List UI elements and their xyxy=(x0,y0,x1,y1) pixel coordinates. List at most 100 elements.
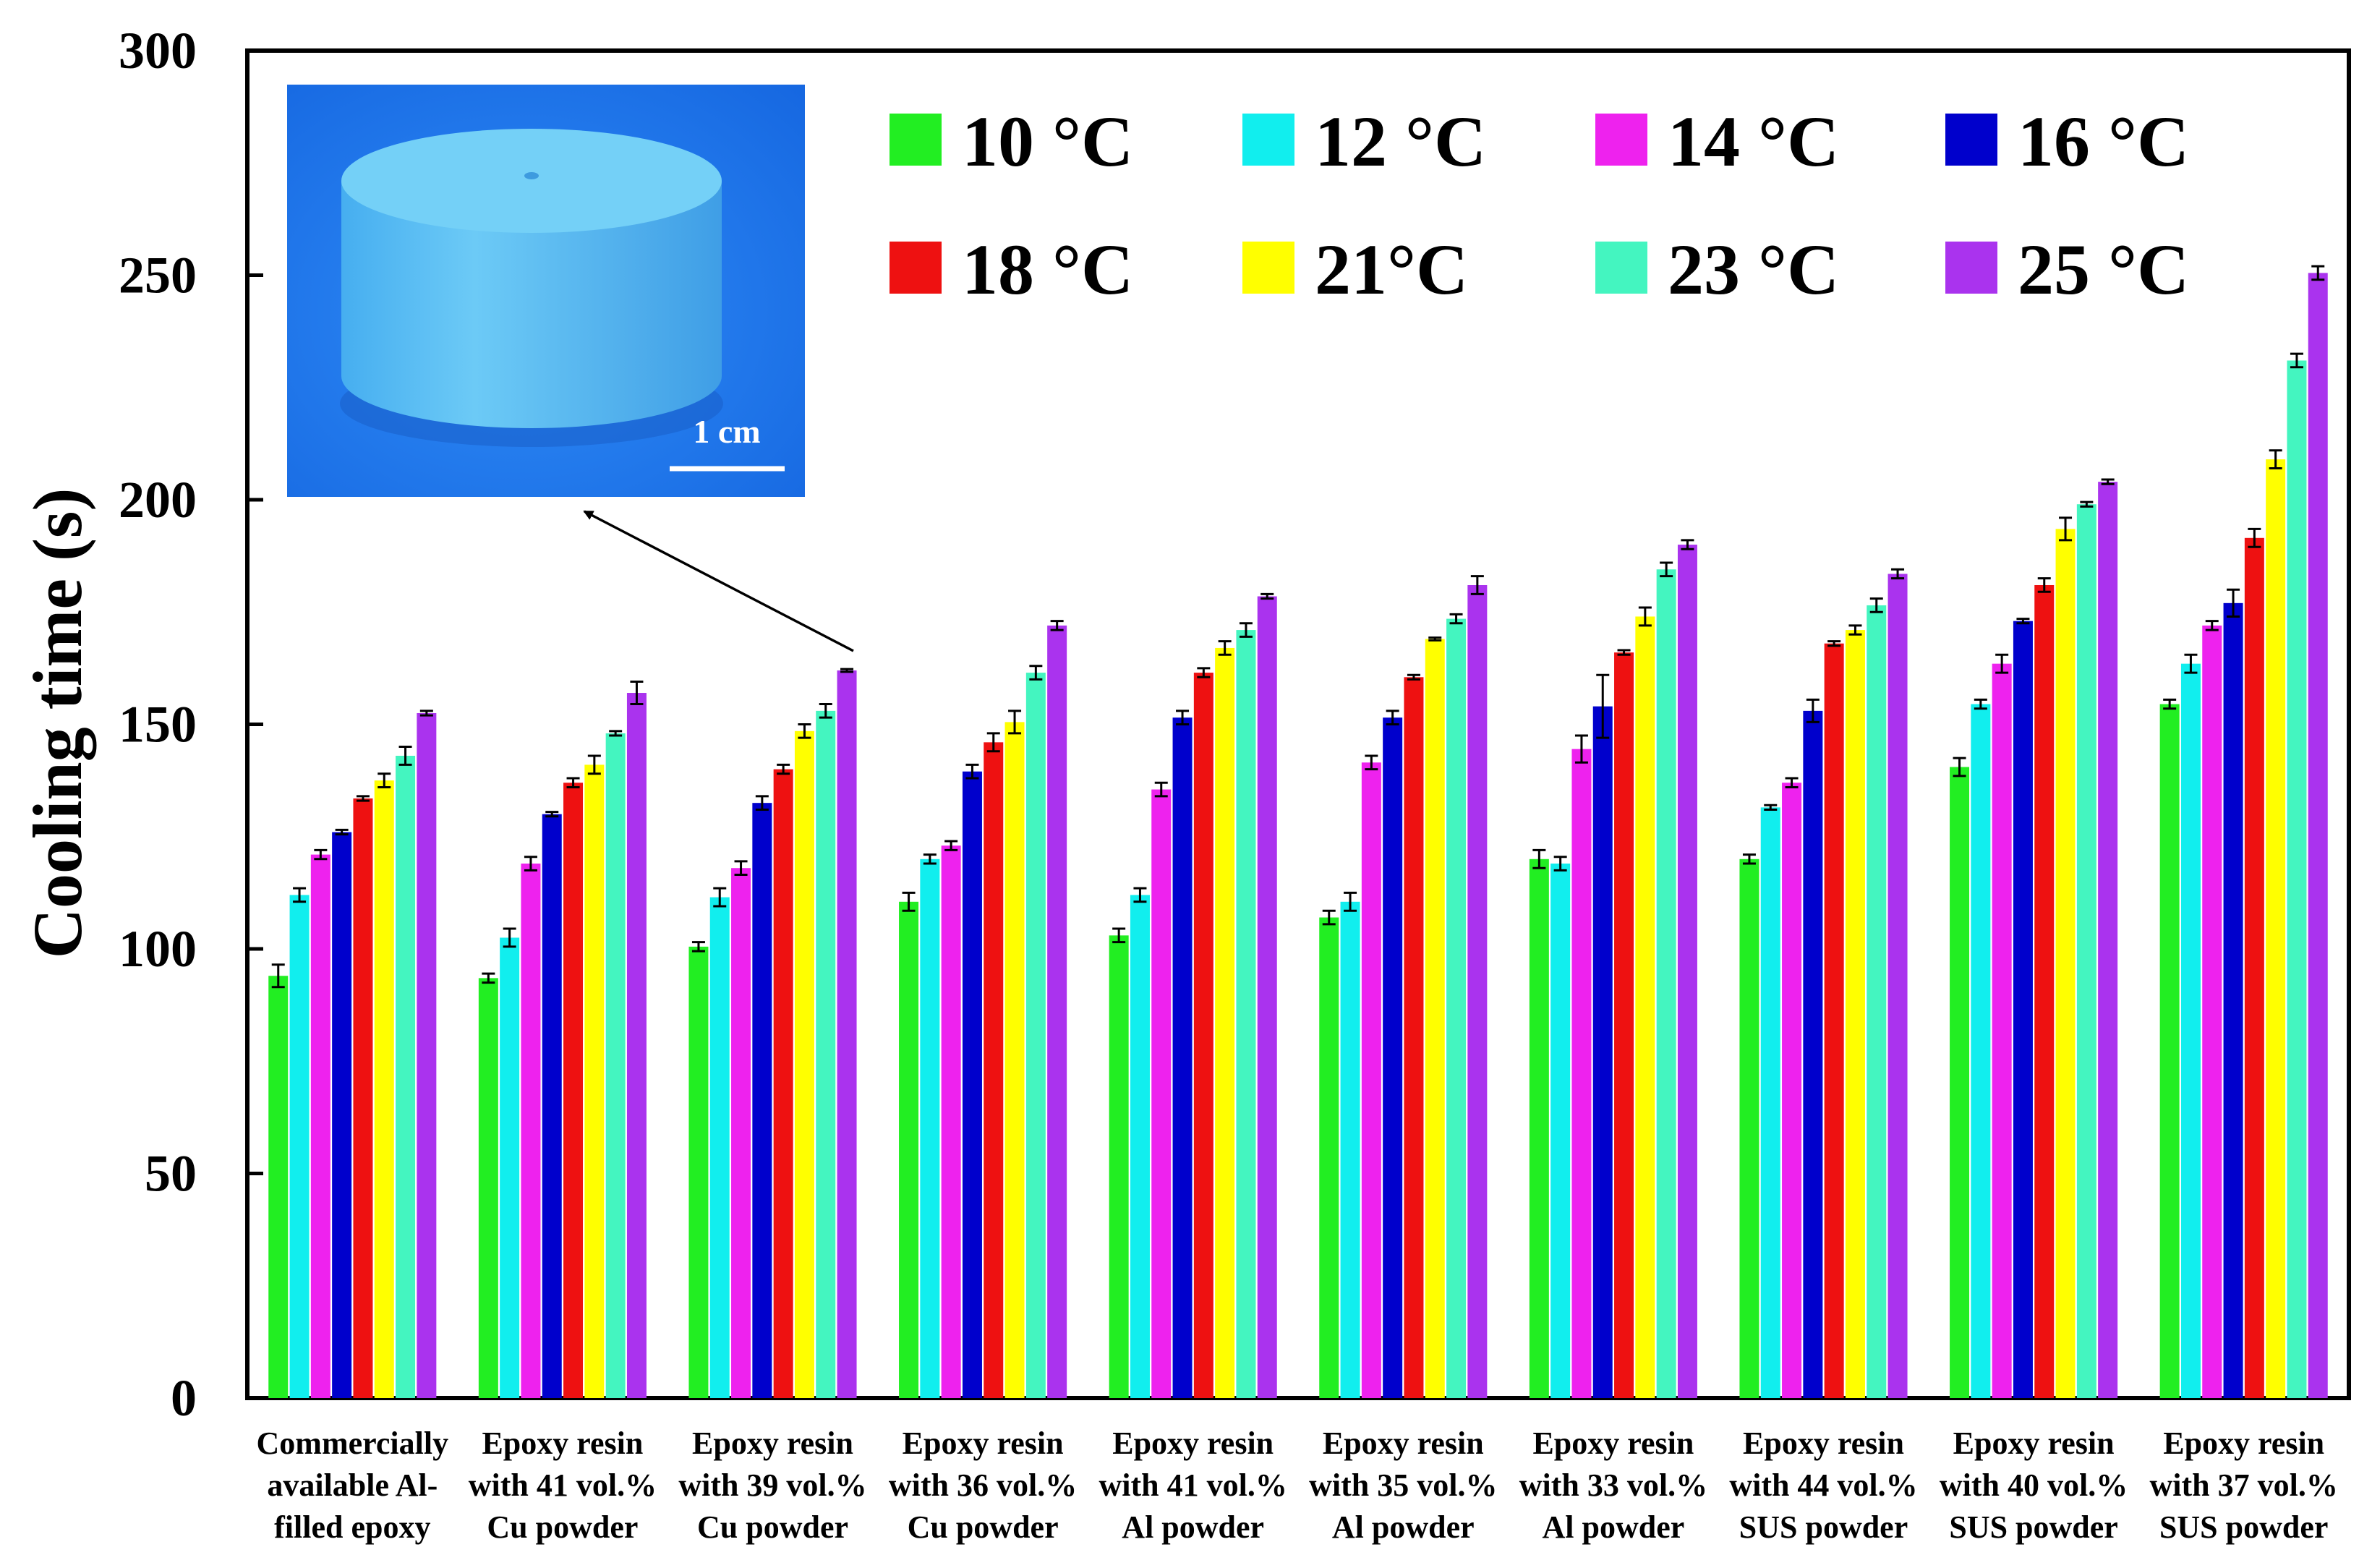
bar xyxy=(2244,537,2264,1399)
y-tick-label: 200 xyxy=(119,471,197,529)
legend-swatch xyxy=(1945,242,1997,294)
y-tick-label: 50 xyxy=(145,1145,197,1203)
bar xyxy=(1950,767,1970,1398)
bar xyxy=(1425,639,1445,1398)
bar xyxy=(1130,895,1150,1398)
bar xyxy=(731,868,751,1398)
bar xyxy=(1025,673,1046,1398)
bar xyxy=(1236,630,1256,1398)
x-category-label: Epoxy resin with 36 vol.% Cu powder xyxy=(889,1426,1077,1545)
bar xyxy=(2098,482,2118,1399)
legend-label: 16 °C xyxy=(2018,101,2189,182)
y-tick-label: 150 xyxy=(119,696,197,754)
x-category-label: Epoxy resin with 39 vol.% Cu powder xyxy=(678,1426,866,1545)
bar xyxy=(1992,663,2012,1398)
y-axis-label: Cooling time (s) xyxy=(19,488,96,959)
bar xyxy=(837,670,857,1398)
bar xyxy=(478,978,498,1398)
legend-label: 25 °C xyxy=(2018,229,2189,310)
bar xyxy=(1047,625,1067,1398)
x-category-label: Commercially available Al-filled epoxy xyxy=(257,1426,449,1545)
bar xyxy=(1739,858,1759,1398)
bar xyxy=(1887,574,1908,1398)
bar xyxy=(353,798,373,1398)
bar xyxy=(1215,647,1235,1399)
bar xyxy=(1004,722,1025,1398)
bar xyxy=(2287,360,2307,1398)
bar xyxy=(2180,663,2201,1398)
x-axis-categories: Commercially available Al-filled epoxyEpo… xyxy=(257,1426,2338,1545)
bar xyxy=(1257,596,1277,1398)
scale-bar-label: 1 cm xyxy=(693,413,760,450)
bar xyxy=(1760,807,1780,1398)
bar xyxy=(920,858,940,1398)
bar xyxy=(1151,789,1172,1398)
inset-pointer-arrow xyxy=(583,510,854,652)
legend-label: 21°C xyxy=(1315,229,1468,310)
bar xyxy=(626,693,647,1398)
x-category-label: Epoxy resin with 44 vol.% SUS powder xyxy=(1729,1426,1917,1545)
legend-label: 23 °C xyxy=(1668,229,1839,310)
bar xyxy=(1467,584,1488,1398)
bar xyxy=(268,976,289,1398)
y-tick-label: 100 xyxy=(119,920,197,978)
bar xyxy=(1782,783,1802,1398)
bars-group xyxy=(268,265,2328,1399)
bar xyxy=(584,764,605,1398)
bar xyxy=(1677,545,1697,1398)
x-category-label: Epoxy resin with 40 vol.% SUS powder xyxy=(1940,1426,2128,1545)
bar xyxy=(2308,273,2328,1398)
bar xyxy=(1383,717,1403,1398)
bar xyxy=(984,742,1004,1398)
bar xyxy=(2159,704,2180,1398)
x-category-label: Epoxy resin with 41 vol.% Al powder xyxy=(1099,1426,1287,1545)
legend-swatch xyxy=(1242,242,1294,294)
bar xyxy=(1592,706,1613,1398)
bar xyxy=(1971,704,1991,1398)
bar xyxy=(1340,901,1360,1398)
legend-label: 12 °C xyxy=(1315,101,1486,182)
bar xyxy=(374,780,394,1398)
bar xyxy=(521,864,541,1398)
bar xyxy=(563,783,584,1398)
y-tick-label: 250 xyxy=(119,247,197,304)
bar xyxy=(2223,602,2243,1398)
bar xyxy=(899,901,919,1398)
bar xyxy=(332,832,352,1398)
bar xyxy=(2034,584,2055,1398)
bar xyxy=(1571,749,1592,1398)
bar xyxy=(941,845,961,1398)
legend: 10 °C 12 °C 14 °C 16 °C 18 °C 21°C 23 °C 25 °C xyxy=(890,101,2189,310)
legend-swatch xyxy=(890,242,942,294)
bar xyxy=(1803,710,1823,1398)
legend-swatch xyxy=(890,114,942,166)
legend-swatch xyxy=(1595,242,1647,294)
bar xyxy=(962,771,982,1398)
bar xyxy=(500,937,520,1398)
legend-swatch xyxy=(1945,114,1997,166)
bar xyxy=(1361,762,1381,1398)
bar xyxy=(2076,504,2096,1399)
x-category-label: Epoxy resin with 41 vol.% Cu powder xyxy=(469,1426,657,1545)
bar xyxy=(1529,858,1549,1398)
x-category-label: Epoxy resin with 37 vol.% SUS powder xyxy=(2150,1426,2338,1545)
bar xyxy=(1845,630,1865,1398)
bar xyxy=(1635,616,1655,1399)
bar xyxy=(2055,529,2076,1398)
bar xyxy=(1614,652,1634,1398)
legend-swatch xyxy=(1242,114,1294,166)
bar xyxy=(688,946,709,1398)
bar xyxy=(1824,643,1844,1398)
bar xyxy=(2202,625,2222,1398)
bar xyxy=(1319,917,1339,1398)
bar xyxy=(396,755,416,1398)
x-category-label: Epoxy resin with 33 vol.% Al powder xyxy=(1519,1426,1707,1545)
bar xyxy=(1656,569,1676,1398)
legend-label: 18 °C xyxy=(962,229,1133,310)
bar xyxy=(1193,673,1213,1398)
cylinder-sample-image xyxy=(340,129,723,447)
bar xyxy=(1172,717,1193,1398)
legend-label: 14 °C xyxy=(1668,101,1839,182)
legend-label: 10 °C xyxy=(962,101,1133,182)
